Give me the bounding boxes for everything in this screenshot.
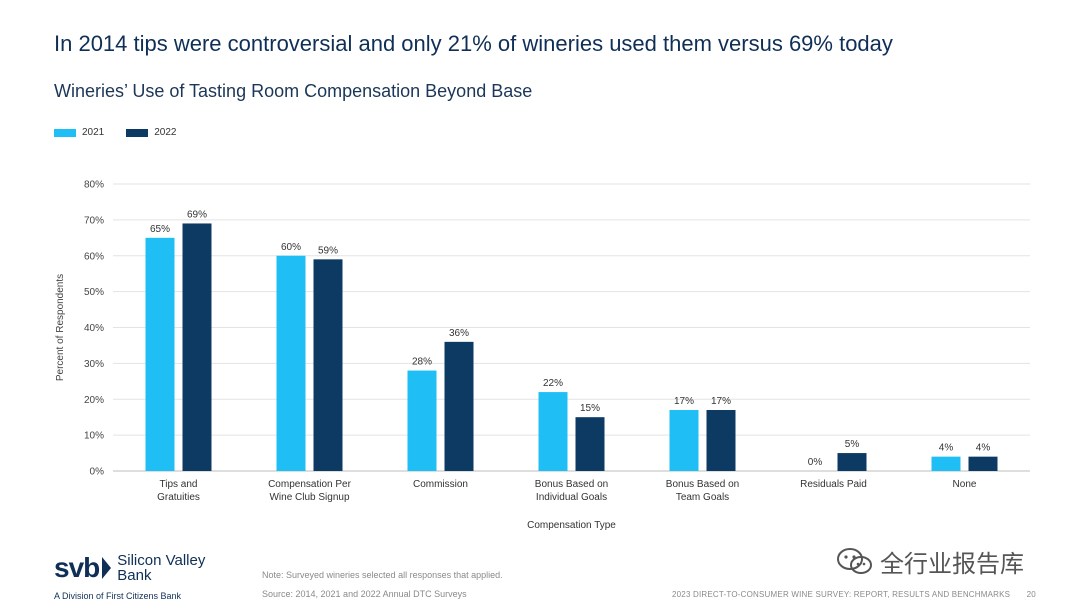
svb-logo-mark: svb xyxy=(54,552,100,583)
data-label: 17% xyxy=(674,396,694,407)
chart-title: Wineries’ Use of Tasting Room Compensati… xyxy=(54,81,533,101)
bar-2021 xyxy=(538,392,568,471)
data-label: 0% xyxy=(808,457,823,468)
x-tick-label: Residuals Paid xyxy=(800,479,867,490)
bar-2022 xyxy=(837,453,867,471)
data-label: 36% xyxy=(449,328,469,339)
data-label: 65% xyxy=(150,224,170,235)
y-tick-label: 70% xyxy=(84,215,104,226)
bar-2022 xyxy=(313,259,343,471)
svb-logo: svb Silicon Valley Bank xyxy=(54,552,217,584)
watermark-text: 全行业报告库 xyxy=(880,551,1024,578)
watermark: 全行业报告库 xyxy=(836,544,1024,579)
x-tick-label: Bonus Based on xyxy=(666,479,739,490)
x-tick-label: None xyxy=(953,479,977,490)
legend-item-2022: 2022 xyxy=(126,127,177,138)
chart-legend: 2021 2022 xyxy=(54,127,177,138)
y-tick-label: 20% xyxy=(84,395,104,406)
bar-2022 xyxy=(968,456,998,471)
bar-2021 xyxy=(407,370,437,471)
y-tick-label: 60% xyxy=(84,251,104,262)
x-tick-label: Team Goals xyxy=(676,492,729,503)
y-axis-label: Percent of Respondents xyxy=(55,274,66,381)
y-tick-label: 80% xyxy=(84,180,104,191)
bar-chart: 0% 10% 20% 30% 40% 50% 60% 70% 80% Percent of Res… xyxy=(55,180,1030,531)
y-tick-label: 50% xyxy=(84,287,104,298)
data-label: 28% xyxy=(412,357,432,368)
bar-2021 xyxy=(931,456,961,471)
bar-2022 xyxy=(706,410,736,471)
data-label: 17% xyxy=(711,396,731,407)
data-label: 22% xyxy=(543,378,563,389)
legend-label-2022: 2022 xyxy=(154,127,177,138)
data-label: 4% xyxy=(939,443,954,454)
footnote: Note: Surveyed wineries selected all res… xyxy=(262,570,503,580)
legend-swatch-2022 xyxy=(126,128,149,137)
wechat-icon xyxy=(837,547,872,574)
bank-name: Silicon Valley Bank xyxy=(117,552,206,584)
data-label: 5% xyxy=(845,439,860,450)
bar-2022 xyxy=(444,341,474,471)
data-label: 59% xyxy=(318,245,338,256)
division-text: A Division of First Citizens Bank xyxy=(54,591,182,601)
legend-label-2021: 2021 xyxy=(82,127,105,138)
chevron-right-icon xyxy=(102,557,112,579)
page-headline: In 2014 tips were controversial and only… xyxy=(54,31,893,56)
x-tick-label: Gratuities xyxy=(157,492,200,503)
x-tick-label: Compensation Per xyxy=(268,479,351,490)
legend-item-2021: 2021 xyxy=(54,127,104,138)
y-tick-label: 40% xyxy=(84,323,104,334)
data-label: 60% xyxy=(281,242,301,253)
data-label: 69% xyxy=(187,209,207,220)
page-number: 20 xyxy=(1026,590,1036,599)
bar-2021 xyxy=(669,410,699,471)
y-tick-label: 0% xyxy=(90,467,105,478)
bar-2021 xyxy=(276,255,306,471)
bar-2021 xyxy=(145,237,175,471)
y-tick-label: 10% xyxy=(84,431,104,442)
bar-2022 xyxy=(575,417,605,471)
x-tick-label: Individual Goals xyxy=(536,492,607,503)
report-title: 2023 DIRECT-TO-CONSUMER WINE SURVEY: REP… xyxy=(672,590,1011,599)
bar-2022 xyxy=(182,223,212,471)
y-tick-label: 30% xyxy=(84,359,104,370)
data-label: 15% xyxy=(580,403,600,414)
x-tick-label: Tips and xyxy=(160,479,198,490)
x-tick-label: Bonus Based on xyxy=(535,479,608,490)
source-note: Source: 2014, 2021 and 2022 Annual DTC S… xyxy=(262,589,467,599)
report-footer: 2023 DIRECT-TO-CONSUMER WINE SURVEY: REP… xyxy=(672,590,1036,599)
legend-swatch-2021 xyxy=(54,128,76,137)
data-label: 4% xyxy=(976,443,991,454)
x-tick-label: Wine Club Signup xyxy=(269,492,349,503)
x-axis-label: Compensation Type xyxy=(527,520,616,531)
x-tick-label: Commission xyxy=(413,479,468,490)
